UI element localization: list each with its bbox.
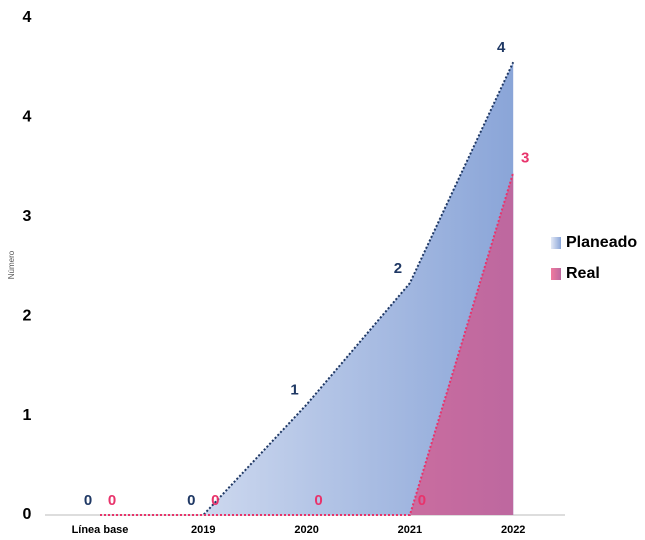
value-label: 3	[521, 150, 529, 167]
value-label: 0	[84, 492, 92, 509]
value-label: 0	[418, 492, 426, 509]
y-tick-label: 4	[23, 9, 32, 26]
y-tick-label: 0	[23, 506, 32, 523]
legend-label: Planeado	[566, 234, 637, 251]
y-tick-label: 2	[23, 307, 32, 324]
y-axis-label: Número	[7, 250, 16, 279]
y-tick-label: 3	[23, 208, 32, 225]
y-tick-label: 1	[23, 407, 32, 424]
line	[100, 172, 515, 516]
value-label: 0	[187, 492, 195, 509]
x-tick-label: 2021	[398, 524, 422, 536]
value-label: 2	[394, 260, 402, 277]
x-tick-label: Línea base	[72, 524, 129, 536]
value-label: 0	[108, 492, 116, 509]
x-tick-label: 2019	[191, 524, 215, 536]
legend-label: Real	[566, 265, 600, 282]
legend-swatch	[551, 237, 561, 249]
y-tick-label: 4	[23, 109, 32, 126]
legend-swatch	[551, 268, 561, 280]
area	[100, 62, 514, 516]
value-label: 0	[314, 492, 322, 509]
area	[100, 172, 514, 515]
value-label: 4	[497, 39, 506, 56]
x-tick-label: 2020	[294, 524, 318, 536]
x-tick-label: 2022	[501, 524, 525, 536]
value-label: 1	[290, 382, 298, 399]
value-label: 0	[211, 492, 219, 509]
